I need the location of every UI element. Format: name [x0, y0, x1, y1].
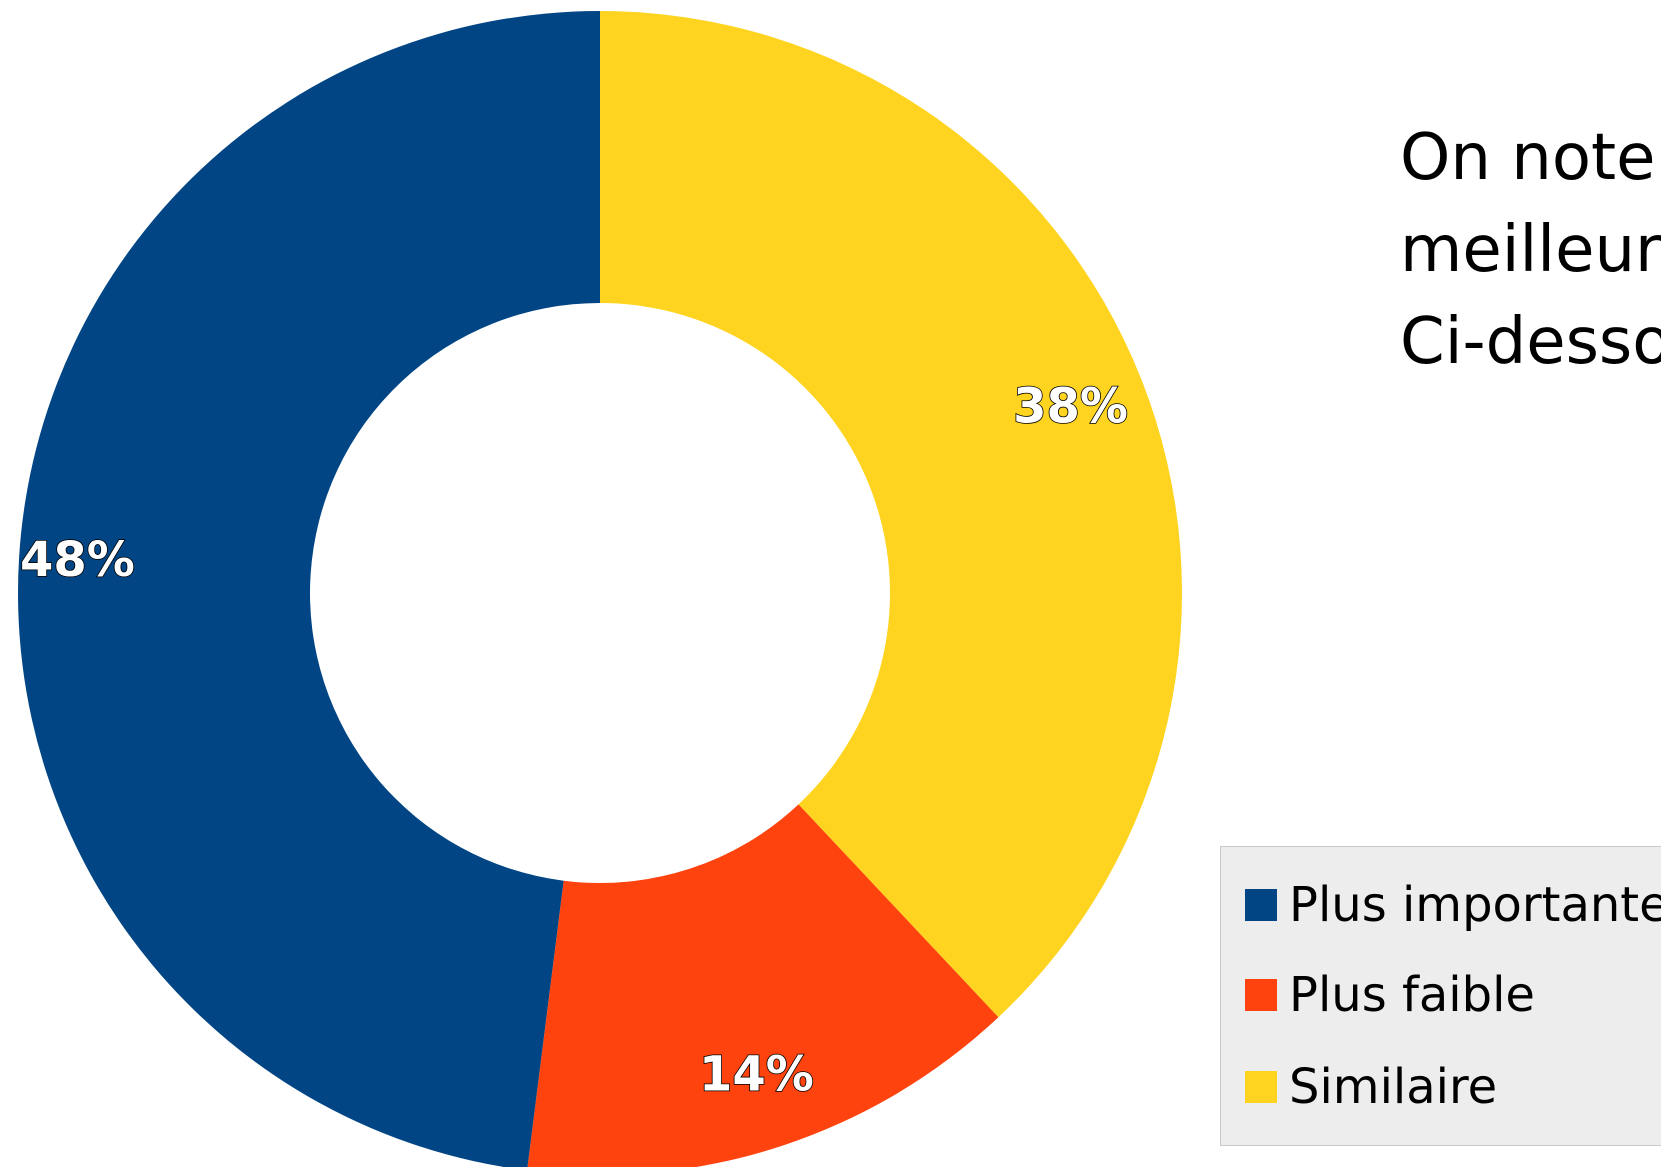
side-text-line-2: meilleur: [1400, 213, 1661, 287]
data-label-plus-faible: 14%: [699, 1046, 814, 1102]
data-label-plus-importante: 48%: [20, 532, 135, 588]
legend-swatch-similaire: [1245, 1071, 1277, 1103]
chart-legend: Plus importante Plus faible Similaire: [1220, 846, 1661, 1146]
legend-label-similaire: Similaire: [1289, 1059, 1498, 1115]
slice-similaire: [600, 11, 1182, 1018]
legend-item-similaire: Similaire: [1245, 1057, 1497, 1117]
legend-label-plus-faible: Plus faible: [1289, 967, 1535, 1023]
slice-plus-faible: [527, 804, 999, 1167]
side-text-line-3: Ci-desso: [1400, 305, 1661, 379]
legend-item-plus-faible: Plus faible: [1245, 965, 1535, 1025]
slice-plus-importante: [18, 11, 600, 1167]
legend-item-plus-importante: Plus importante: [1245, 875, 1661, 935]
side-description: On note meilleur Ci-desso: [1400, 112, 1661, 388]
legend-swatch-plus-importante: [1245, 889, 1277, 921]
legend-label-plus-importante: Plus importante: [1289, 877, 1661, 933]
side-text-line-1: On note: [1400, 121, 1656, 195]
legend-swatch-plus-faible: [1245, 979, 1277, 1011]
data-label-similaire: 38%: [1013, 379, 1128, 435]
